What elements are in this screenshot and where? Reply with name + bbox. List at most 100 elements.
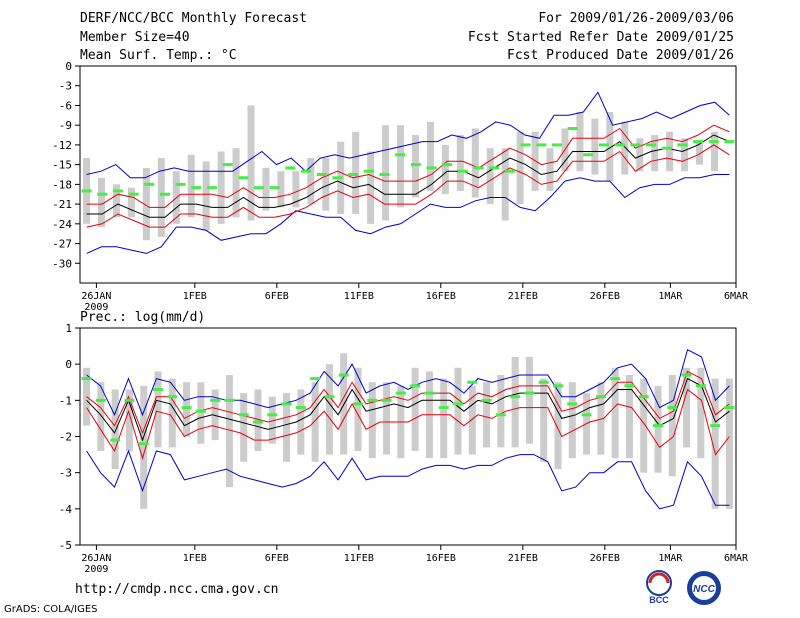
temp-marker bbox=[457, 169, 468, 173]
precip-marker bbox=[352, 402, 363, 406]
temp-marker bbox=[128, 192, 139, 196]
temp-marker bbox=[646, 143, 657, 147]
precip-spread-box bbox=[183, 382, 191, 437]
temp-xtick-label: 6FEB bbox=[265, 291, 289, 302]
temp-xtick-label: 6MAR bbox=[724, 291, 749, 302]
temp-marker bbox=[630, 143, 641, 147]
precip-ytick-label: 1 bbox=[65, 322, 72, 335]
temp-marker bbox=[222, 163, 233, 167]
precip-ytick-label: -2 bbox=[59, 431, 72, 444]
temp-marker bbox=[175, 182, 186, 186]
temp-marker bbox=[489, 166, 500, 170]
member-size-label: Member Size=40 bbox=[80, 30, 190, 45]
temp-marker bbox=[144, 182, 155, 186]
temp-spread-box bbox=[98, 177, 106, 228]
precip-marker bbox=[210, 398, 221, 402]
precip-spread-box bbox=[311, 382, 319, 462]
precip-spread-box bbox=[697, 367, 705, 459]
precip-max-line bbox=[86, 348, 730, 417]
precip-xtick-label: 16FEB bbox=[426, 553, 456, 564]
temp-spread-box bbox=[651, 135, 659, 172]
temp-marker bbox=[520, 143, 531, 147]
temp-marker bbox=[567, 126, 578, 130]
precip-spread-box bbox=[540, 378, 548, 462]
temp-marker bbox=[191, 186, 202, 190]
temp-spread-box bbox=[232, 148, 240, 218]
forecast-started-date: Fcst Started Refer Date 2009/01/25 bbox=[467, 30, 734, 45]
precip-marker bbox=[453, 402, 464, 406]
ncc-logo: NCC bbox=[684, 568, 724, 612]
precip-spread-box bbox=[725, 378, 733, 509]
temp-marker bbox=[254, 186, 265, 190]
temp-ytick-label: -24 bbox=[52, 218, 72, 231]
precip-spread-box bbox=[168, 378, 176, 448]
precip-ytick-label: -1 bbox=[59, 394, 72, 407]
precip-spread-box bbox=[597, 382, 605, 455]
precip-marker bbox=[581, 413, 592, 417]
footer-url[interactable]: http://cmdp.ncc.cma.gov.cn bbox=[75, 582, 279, 597]
precip-marker bbox=[81, 377, 92, 381]
precip-xtick-label: 1MAR bbox=[658, 553, 683, 564]
temp-marker bbox=[410, 163, 421, 167]
precip-spread-box bbox=[197, 382, 205, 444]
temp-spread-box bbox=[531, 131, 539, 191]
temp-spread-box bbox=[397, 125, 405, 208]
precip-marker bbox=[424, 391, 435, 395]
temp-marker bbox=[301, 169, 312, 173]
precip-marker bbox=[467, 380, 478, 384]
precip-marker bbox=[281, 402, 292, 406]
precip-lower-sd-line bbox=[86, 388, 730, 460]
precip-spread-box bbox=[111, 389, 119, 470]
precip-marker bbox=[595, 395, 606, 399]
temp-spread-box bbox=[112, 184, 120, 218]
precip-marker bbox=[610, 377, 621, 381]
temp-marker bbox=[473, 166, 484, 170]
precip-spread-box bbox=[225, 375, 233, 488]
temp-marker bbox=[379, 173, 390, 176]
precip-marker bbox=[681, 373, 692, 377]
temp-marker bbox=[661, 146, 672, 150]
temp-ytick-label: -18 bbox=[52, 178, 72, 191]
temp-ytick-label: -6 bbox=[59, 99, 72, 112]
precip-marker bbox=[667, 406, 678, 410]
temp-spread-box bbox=[681, 138, 689, 172]
temp-marker bbox=[693, 140, 704, 144]
precip-spread-box bbox=[497, 375, 505, 448]
temp-marker bbox=[112, 189, 123, 193]
precip-marker bbox=[338, 373, 349, 377]
temp-spread-box bbox=[606, 112, 614, 182]
precip-marker bbox=[110, 438, 121, 442]
temp-spread-box bbox=[591, 118, 599, 175]
precip-marker bbox=[152, 387, 163, 391]
chart-title: DERF/NCC/BCC Monthly Forecast bbox=[80, 11, 307, 26]
precip-marker bbox=[252, 420, 263, 424]
precip-spread-box bbox=[625, 375, 633, 459]
temp-spread-box bbox=[426, 121, 434, 191]
precip-spread-box bbox=[554, 382, 562, 470]
precip-spread-box bbox=[511, 356, 519, 448]
precip-spread-box bbox=[254, 389, 262, 451]
precip-marker bbox=[524, 391, 535, 395]
temp-xtick-label: 1FEB bbox=[183, 291, 207, 302]
precip-ytick-label: -4 bbox=[59, 503, 73, 516]
precip-marker bbox=[438, 406, 449, 410]
precip-xtick-label: 6FEB bbox=[265, 553, 289, 564]
precip-spread-box bbox=[354, 367, 362, 451]
temp-marker bbox=[536, 143, 547, 147]
precip-spread-box bbox=[268, 396, 276, 444]
temp-ytick-label: -9 bbox=[59, 119, 72, 132]
temp-spread-box bbox=[382, 125, 390, 221]
precip-ytick-label: -3 bbox=[59, 467, 72, 480]
precip-spread-box bbox=[411, 367, 419, 451]
temp-marker bbox=[395, 153, 406, 157]
temp-marker bbox=[332, 176, 343, 180]
temp-xtick-label: 26FEB bbox=[590, 291, 620, 302]
temp-ytick-label: -12 bbox=[52, 139, 72, 152]
precip-year-label: 2009 bbox=[84, 564, 108, 575]
temp-spread-box bbox=[441, 144, 449, 195]
precip-spread-box bbox=[211, 389, 219, 441]
temp-plot-frame bbox=[79, 65, 737, 284]
temp-marker bbox=[583, 153, 594, 157]
precip-spread-box bbox=[654, 385, 662, 473]
